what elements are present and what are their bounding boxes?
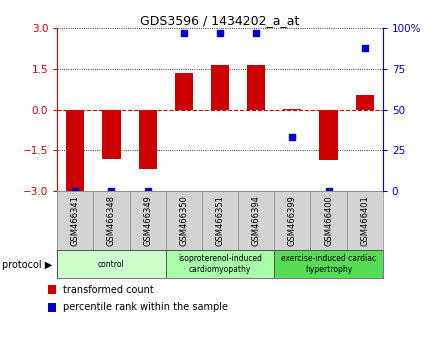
Text: GSM466351: GSM466351 <box>216 195 224 246</box>
Bar <box>283 109 301 110</box>
Bar <box>274 191 311 250</box>
Bar <box>247 65 265 110</box>
Bar <box>57 250 166 278</box>
Text: GSM466401: GSM466401 <box>360 195 369 246</box>
Text: GSM466350: GSM466350 <box>180 195 188 246</box>
Text: GSM466348: GSM466348 <box>107 195 116 246</box>
Bar <box>103 110 121 159</box>
Bar <box>211 65 229 110</box>
Bar <box>238 191 274 250</box>
Bar <box>139 110 157 170</box>
Point <box>108 188 115 194</box>
Point <box>289 135 296 140</box>
Text: isoproterenol-induced
cardiomyopathy: isoproterenol-induced cardiomyopathy <box>178 255 262 274</box>
Bar <box>129 191 166 250</box>
Text: GSM466341: GSM466341 <box>71 195 80 246</box>
Text: exercise-induced cardiac
hypertrophy: exercise-induced cardiac hypertrophy <box>281 255 376 274</box>
Point <box>180 30 187 36</box>
Point <box>361 45 368 51</box>
Bar <box>319 110 337 160</box>
Bar <box>274 250 383 278</box>
Bar <box>347 191 383 250</box>
Point <box>325 188 332 194</box>
Text: GSM466349: GSM466349 <box>143 195 152 246</box>
Text: GSM466394: GSM466394 <box>252 195 260 246</box>
Bar <box>356 95 374 110</box>
Text: GSM466400: GSM466400 <box>324 195 333 246</box>
Point <box>253 30 260 36</box>
Text: protocol ▶: protocol ▶ <box>2 260 52 270</box>
Point <box>72 188 79 194</box>
Bar <box>93 191 129 250</box>
Title: GDS3596 / 1434202_a_at: GDS3596 / 1434202_a_at <box>140 14 300 27</box>
Bar <box>166 191 202 250</box>
Text: control: control <box>98 259 125 269</box>
Point <box>144 188 151 194</box>
Point <box>216 30 224 36</box>
Bar <box>311 191 347 250</box>
Text: percentile rank within the sample: percentile rank within the sample <box>63 302 228 312</box>
Bar <box>166 250 274 278</box>
Text: GSM466399: GSM466399 <box>288 195 297 246</box>
Bar <box>57 191 93 250</box>
Bar <box>202 191 238 250</box>
Bar <box>175 73 193 110</box>
Bar <box>66 110 84 191</box>
Text: transformed count: transformed count <box>63 285 154 295</box>
